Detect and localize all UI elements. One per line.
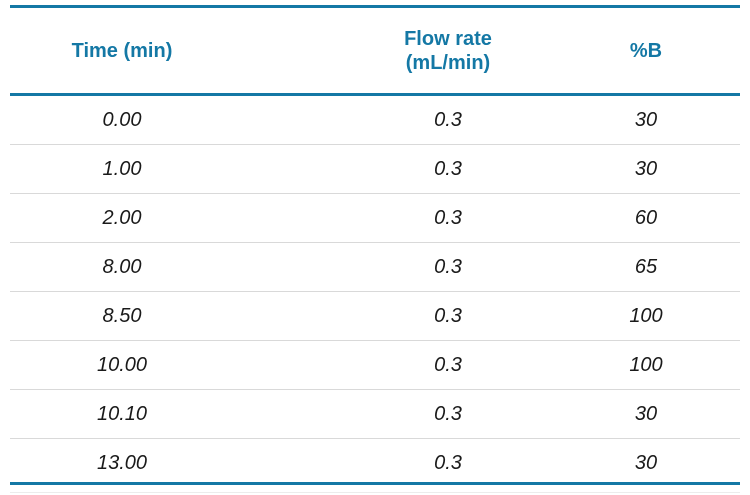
table-cell-flow-rate: 0.3 [434,353,462,376]
table-row: 10.10 0.3 30 [10,390,740,439]
table-cell-percent-b: 100 [629,304,663,327]
table-header-row: Time (min) Flow rate (mL/min) %B [10,8,740,96]
table-cell-flow-rate: 0.3 [434,157,462,180]
table-cell-percent-b: 30 [634,157,658,180]
table-row: 1.00 0.3 30 [10,145,740,194]
table-cell-percent-b: 60 [634,206,658,229]
table-cell-flow-rate: 0.3 [434,206,462,229]
table-cell-time: 8.50 [102,304,142,327]
table-cell-time: 1.00 [102,157,142,180]
table-cell-flow-rate: 0.3 [434,402,462,425]
table-cell-time: 2.00 [102,206,142,229]
column-header-flow-rate: Flow rate (mL/min) [404,27,492,74]
table-row: 8.50 0.3 100 [10,292,740,341]
table-cell-flow-rate: 0.3 [434,451,462,474]
table-cell-percent-b: 65 [634,255,658,278]
table-cell-percent-b: 30 [634,402,658,425]
table-cell-flow-rate: 0.3 [434,108,462,131]
column-header-time: Time (min) [71,39,173,62]
page-bottom-rule [10,492,740,493]
table-cell-time: 10.00 [96,353,148,376]
table-cell-flow-rate: 0.3 [434,255,462,278]
table-cell-percent-b: 30 [634,108,658,131]
table-top-border [10,5,740,8]
table-cell-flow-rate: 0.3 [434,304,462,327]
table-row: 13.00 0.3 30 [10,439,740,487]
table-body: 0.00 0.3 30 1.00 0.3 30 2.00 0.3 60 8.00… [10,96,740,487]
table-row: 8.00 0.3 65 [10,243,740,292]
table-row: 0.00 0.3 30 [10,96,740,145]
table-bottom-border [10,482,740,485]
table-cell-time: 10.10 [96,402,148,425]
column-header-percent-b: %B [629,39,663,62]
table-row: 2.00 0.3 60 [10,194,740,243]
table-cell-percent-b: 100 [629,353,663,376]
table-cell-time: 13.00 [96,451,148,474]
table-row: 10.00 0.3 100 [10,341,740,390]
table-cell-time: 8.00 [102,255,142,278]
table-cell-percent-b: 30 [634,451,658,474]
table-cell-time: 0.00 [102,108,142,131]
